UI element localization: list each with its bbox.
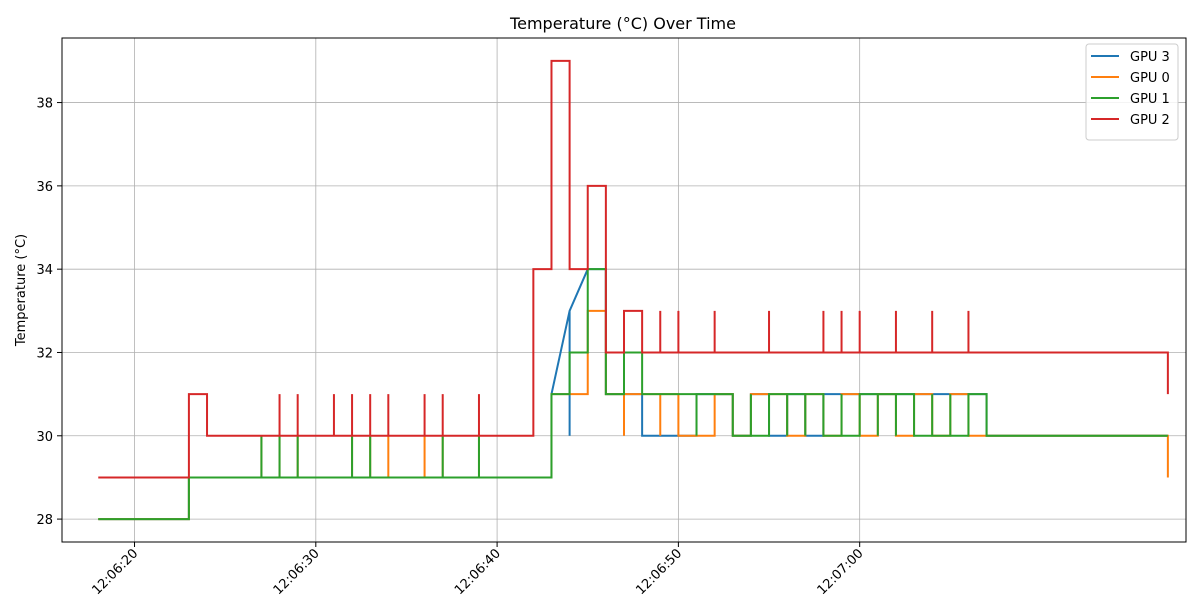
y-tick-label: 34 — [36, 263, 53, 278]
y-tick-label: 32 — [36, 346, 53, 361]
y-tick-label: 30 — [36, 430, 53, 445]
legend-label: GPU 1 — [1130, 92, 1170, 107]
y-tick-label: 38 — [36, 97, 53, 112]
legend-label: GPU 3 — [1130, 50, 1170, 65]
legend: GPU 3 GPU 0 GPU 1 GPU 2 — [1085, 43, 1179, 141]
series-line-gpu-1 — [98, 268, 1168, 521]
chart-title: Temperature (°C) Over Time — [509, 14, 736, 33]
y-axis-label: Temperature (°C) — [14, 234, 29, 347]
legend-label: GPU 2 — [1130, 113, 1170, 128]
legend-box — [1085, 43, 1179, 141]
y-tick-label: 36 — [36, 180, 53, 195]
y-axis: 28 30 32 34 36 38 — [36, 97, 62, 528]
series-line-gpu-2 — [98, 59, 1169, 479]
series-group — [98, 59, 1169, 521]
plot-area-frame — [61, 37, 1187, 543]
y-tick-label: 28 — [36, 513, 53, 528]
legend-label: GPU 0 — [1130, 71, 1170, 86]
